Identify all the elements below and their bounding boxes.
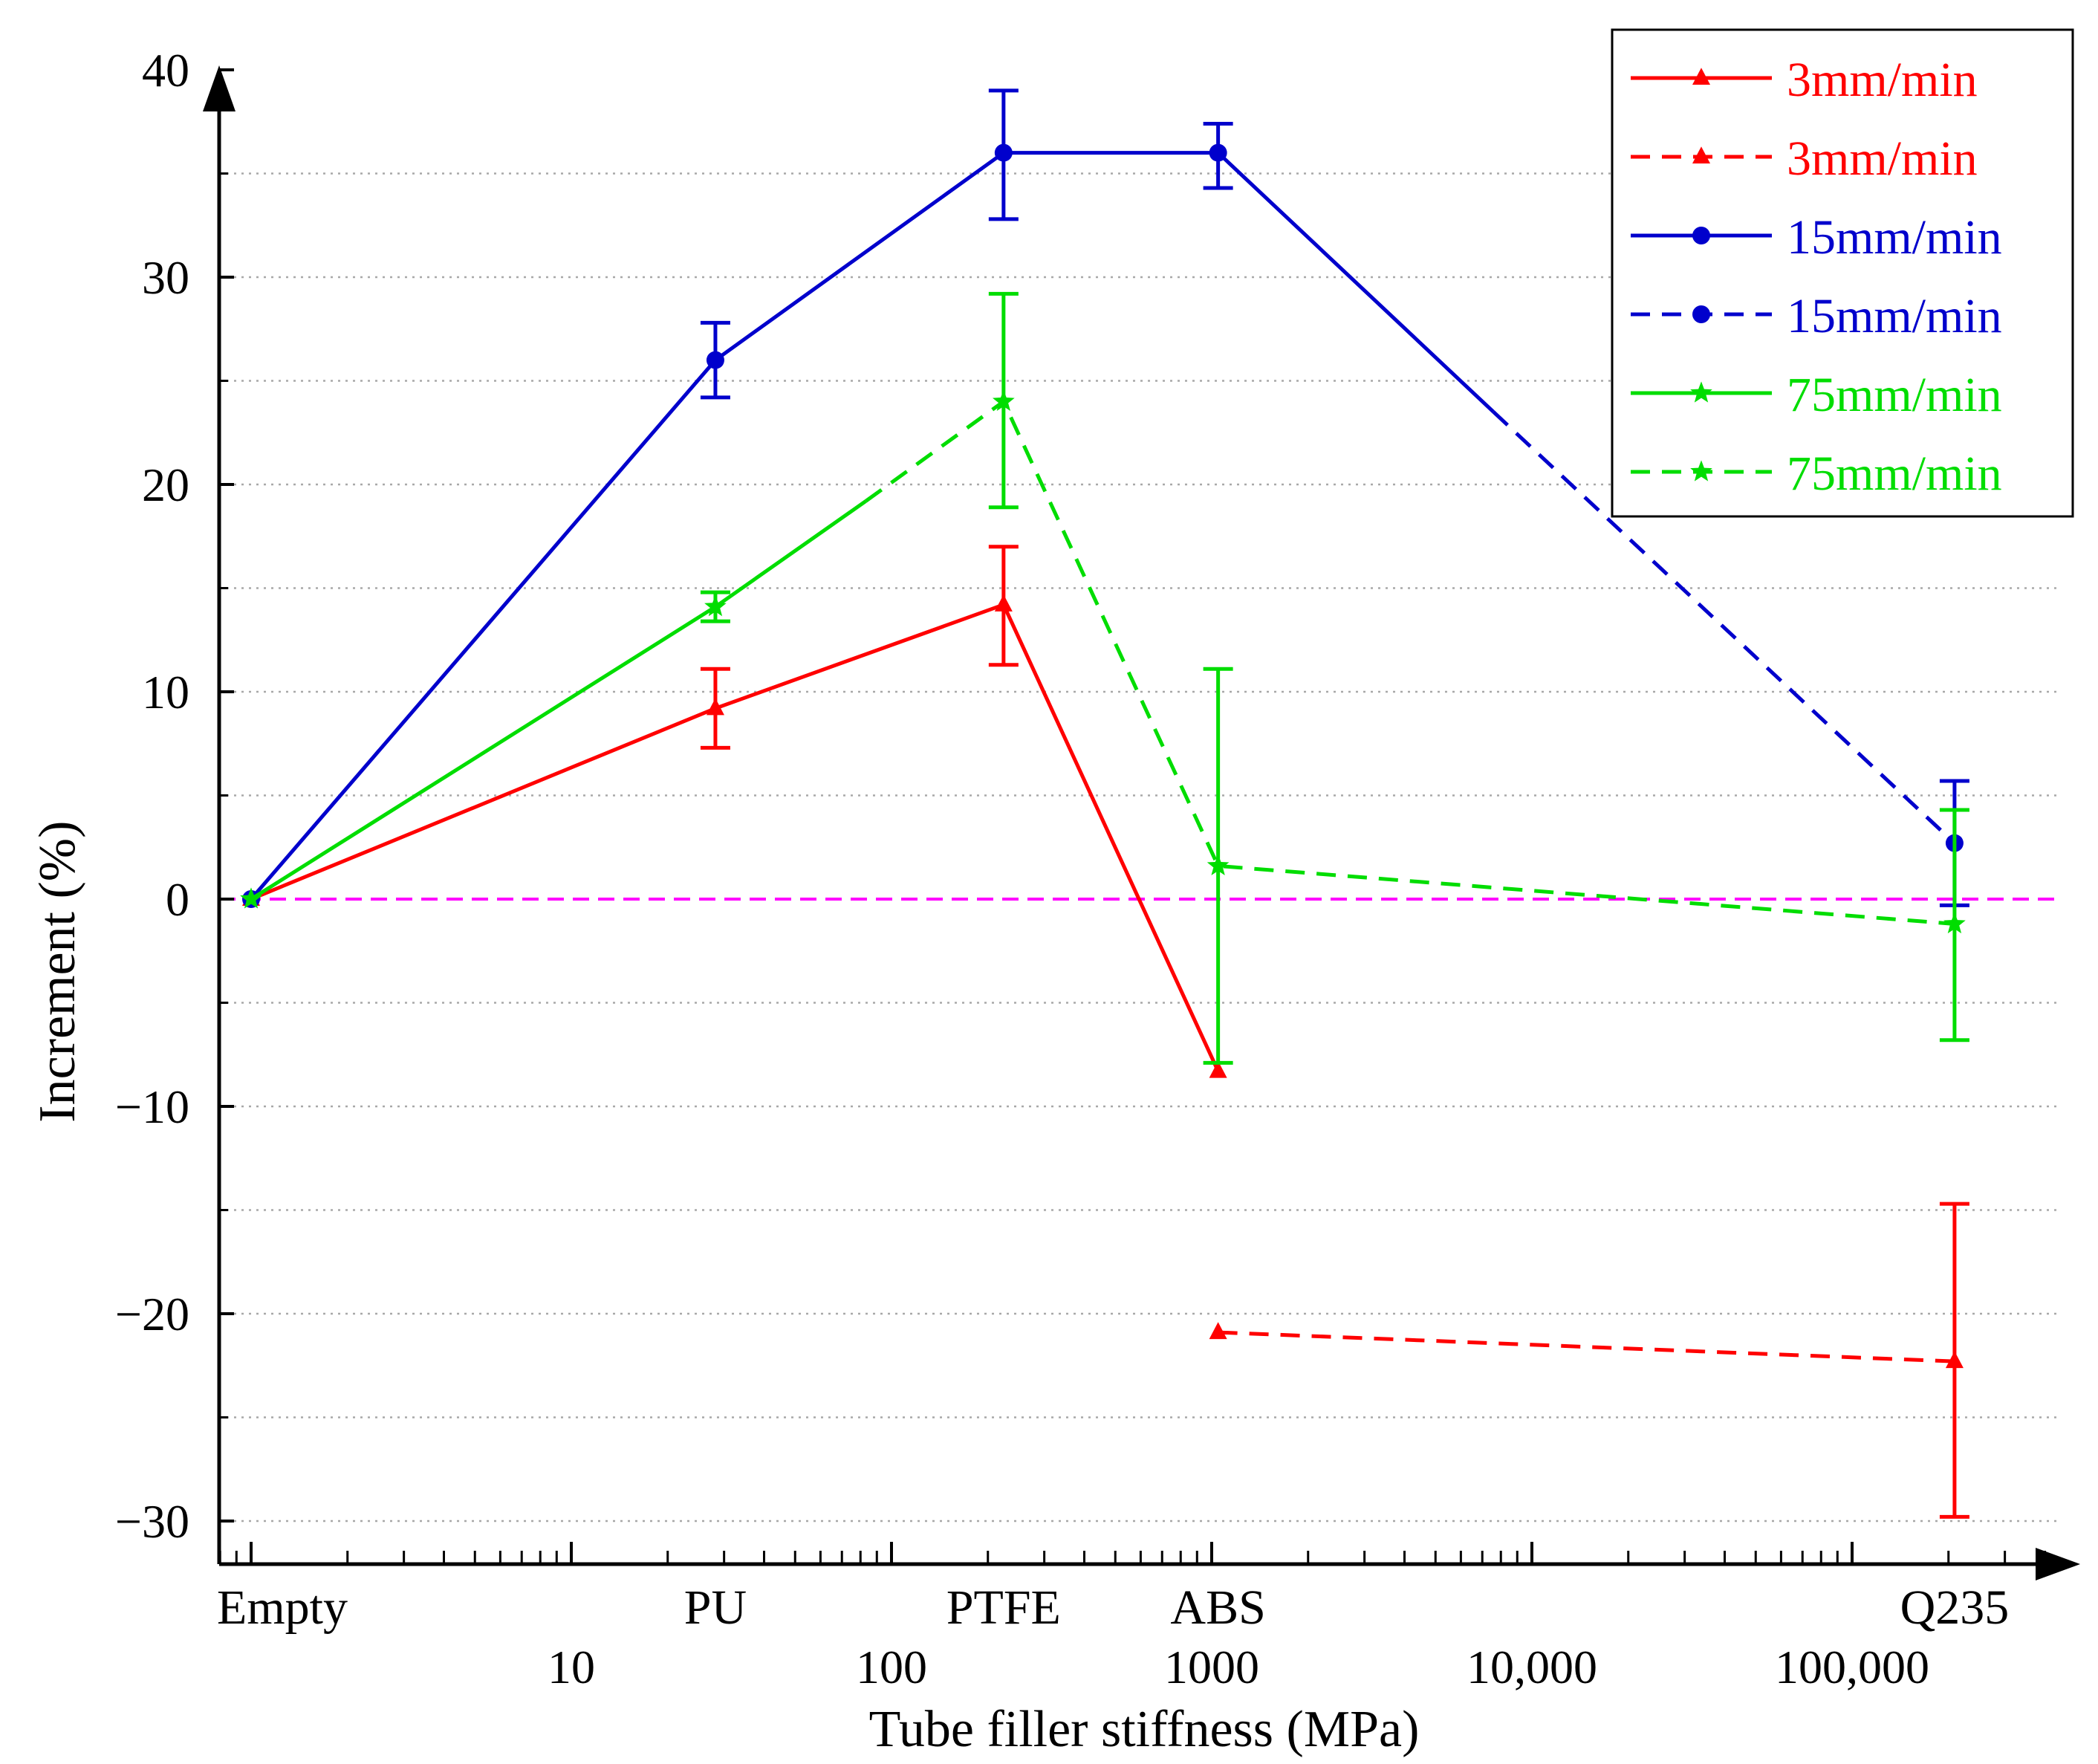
legend-marker (1692, 305, 1710, 323)
x-category-label: Q235 (1900, 1580, 2010, 1635)
data-point (704, 595, 727, 617)
series-3mm-min-dashed (1209, 1202, 1969, 1519)
data-point (706, 351, 724, 369)
y-tick-label: −10 (115, 1080, 189, 1133)
x-tick-label: 100 (856, 1641, 927, 1693)
x-category-label: Empty (217, 1580, 348, 1635)
series-line (1492, 410, 1956, 845)
series-line (250, 603, 1220, 1072)
axes: −30 −20 −10 0 10 20 30 40 10 100 1000 10,000 100,000… (115, 44, 2080, 1693)
legend-label: 75mm/min (1787, 447, 2002, 501)
x-axis-title: Tube filler stiffness (MPa) (869, 1701, 1420, 1758)
legend-label: 3mm/min (1787, 53, 1978, 107)
legend-label: 3mm/min (1787, 132, 1978, 186)
y-axis-arrow (203, 65, 236, 111)
legend-label: 15mm/min (1787, 289, 2002, 343)
series-75mm-min-dashed (865, 291, 1969, 1065)
x-tick-label: 10 (548, 1641, 595, 1693)
legend-entry: 75mm/min (1631, 368, 2002, 422)
series-group (240, 88, 1969, 1519)
data-point (1206, 854, 1230, 875)
x-tick-label: 10,000 (1467, 1641, 1597, 1693)
legend: 3mm/min 3mm/min 15mm/min 15mm/min 75mm/min 75… (1611, 28, 2074, 518)
x-category-label: PU (684, 1580, 747, 1635)
y-tick-label: 10 (142, 666, 189, 719)
legend-entry: 15mm/min (1631, 289, 2002, 343)
y-tick-label: 40 (142, 44, 189, 97)
series-line (250, 499, 867, 901)
y-tick-label: 30 (142, 251, 189, 304)
legend-marker (1692, 227, 1710, 244)
legend-marker (1690, 460, 1712, 481)
legend-label: 15mm/min (1787, 210, 2002, 265)
x-category-label: ABS (1170, 1580, 1265, 1635)
x-tick-label: 1000 (1164, 1641, 1259, 1693)
data-point (993, 389, 1015, 412)
legend-box (1611, 28, 2074, 518)
data-point (1943, 912, 1966, 934)
legend-entry: 15mm/min (1631, 210, 2002, 265)
y-axis-title: Increment (%) (29, 821, 86, 1123)
data-point (994, 594, 1013, 612)
legend-entry: 3mm/min (1631, 53, 1978, 107)
y-tick-label: −20 (115, 1288, 189, 1340)
data-point (706, 698, 724, 716)
legend-label: 75mm/min (1787, 368, 2002, 422)
y-tick-label: 20 (142, 458, 189, 511)
x-tick-label: 100,000 (1775, 1641, 1929, 1693)
series-15mm-min-solid (242, 88, 1495, 908)
x-category-label: PTFE (946, 1580, 1061, 1635)
x-axis-arrow (2036, 1548, 2080, 1580)
data-point (1209, 143, 1227, 162)
data-point (994, 143, 1013, 162)
series-line (250, 151, 1495, 901)
y-tick-label: 0 (166, 873, 189, 926)
y-tick-label: −30 (115, 1495, 189, 1548)
data-point (1945, 1351, 1964, 1369)
series-75mm-min-solid (240, 499, 867, 909)
series-line (1218, 1330, 1955, 1363)
data-point (1209, 1060, 1227, 1078)
legend-marker (1690, 381, 1712, 403)
legend-entry: 3mm/min (1631, 132, 1978, 186)
legend-marker (1692, 146, 1710, 163)
legend-entry: 75mm/min (1631, 447, 2002, 501)
data-point (1209, 1322, 1227, 1340)
legend-marker (1692, 68, 1710, 85)
data-point (240, 887, 262, 909)
